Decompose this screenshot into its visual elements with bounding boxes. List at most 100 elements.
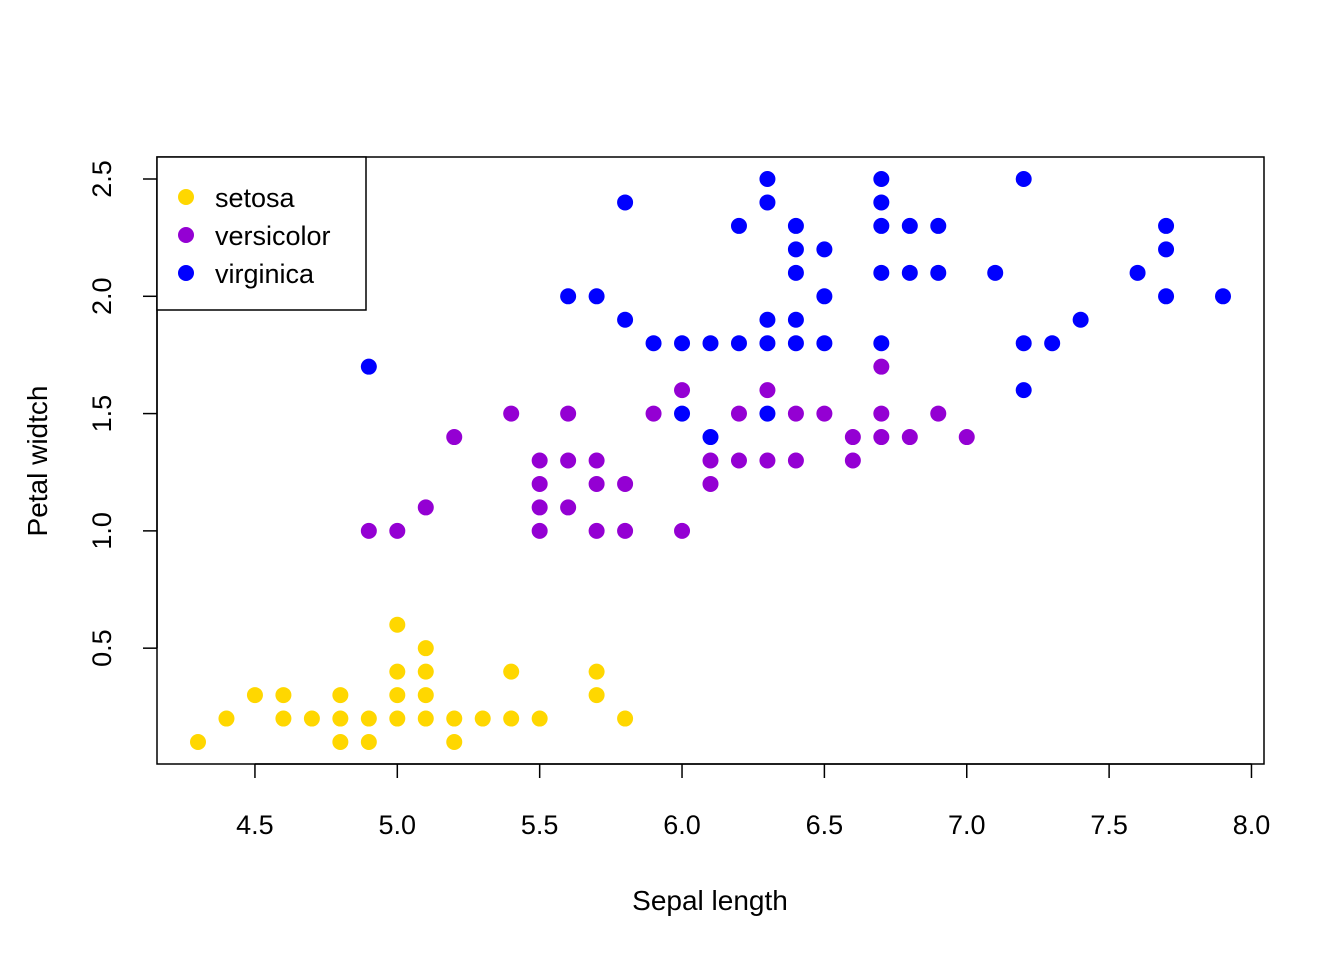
point-versicolor bbox=[588, 522, 605, 539]
point-versicolor bbox=[730, 405, 747, 422]
point-virginica bbox=[816, 241, 833, 258]
point-virginica bbox=[759, 171, 776, 187]
point-virginica bbox=[873, 264, 890, 281]
point-virginica bbox=[360, 358, 377, 375]
point-virginica bbox=[1215, 288, 1231, 305]
point-virginica bbox=[787, 311, 804, 328]
point-versicolor bbox=[873, 405, 890, 422]
point-versicolor bbox=[787, 405, 804, 422]
point-versicolor bbox=[844, 429, 861, 446]
point-setosa bbox=[218, 710, 235, 727]
point-setosa bbox=[332, 710, 349, 727]
x-tick-label: 6.0 bbox=[663, 810, 701, 840]
y-tick-label: 1.0 bbox=[87, 512, 117, 550]
x-tick-label: 8.0 bbox=[1233, 810, 1271, 840]
point-virginica bbox=[759, 311, 776, 328]
point-virginica bbox=[1015, 171, 1032, 187]
point-virginica bbox=[1015, 382, 1032, 399]
point-virginica bbox=[1072, 311, 1089, 328]
point-setosa bbox=[332, 734, 349, 750]
point-setosa bbox=[531, 710, 548, 727]
point-setosa bbox=[417, 710, 434, 727]
y-tick-label: 1.5 bbox=[87, 395, 117, 433]
y-axis-title: Petal widtch bbox=[22, 386, 53, 537]
point-virginica bbox=[873, 194, 890, 211]
y-tick-label: 0.5 bbox=[87, 629, 117, 667]
point-versicolor bbox=[360, 522, 377, 539]
point-setosa bbox=[617, 710, 634, 727]
point-versicolor bbox=[560, 405, 577, 422]
point-virginica bbox=[674, 335, 691, 352]
point-setosa bbox=[389, 616, 406, 633]
point-versicolor bbox=[417, 499, 434, 516]
point-versicolor bbox=[645, 405, 662, 422]
point-setosa bbox=[360, 710, 377, 727]
point-virginica bbox=[617, 311, 634, 328]
point-virginica bbox=[759, 194, 776, 211]
point-versicolor bbox=[702, 475, 719, 492]
point-versicolor bbox=[389, 522, 406, 539]
point-virginica bbox=[873, 335, 890, 352]
point-setosa bbox=[360, 734, 377, 750]
point-virginica bbox=[873, 171, 890, 187]
legend-marker-versicolor bbox=[178, 227, 194, 243]
point-versicolor bbox=[702, 452, 719, 469]
point-virginica bbox=[730, 335, 747, 352]
point-versicolor bbox=[560, 452, 577, 469]
point-virginica bbox=[730, 217, 747, 234]
point-versicolor bbox=[730, 452, 747, 469]
point-virginica bbox=[816, 288, 833, 305]
point-setosa bbox=[503, 663, 520, 680]
point-versicolor bbox=[531, 475, 548, 492]
point-setosa bbox=[389, 663, 406, 680]
point-setosa bbox=[303, 710, 320, 727]
point-virginica bbox=[873, 217, 890, 234]
point-versicolor bbox=[531, 522, 548, 539]
point-versicolor bbox=[617, 522, 634, 539]
point-versicolor bbox=[816, 405, 833, 422]
point-setosa bbox=[417, 663, 434, 680]
point-versicolor bbox=[531, 452, 548, 469]
point-setosa bbox=[246, 687, 263, 704]
x-tick-label: 4.5 bbox=[236, 810, 274, 840]
x-axis-title: Sepal length bbox=[632, 885, 788, 916]
legend-marker-virginica bbox=[178, 265, 194, 281]
point-setosa bbox=[389, 710, 406, 727]
point-virginica bbox=[1158, 217, 1175, 234]
point-virginica bbox=[1015, 335, 1032, 352]
point-versicolor bbox=[531, 499, 548, 516]
point-virginica bbox=[645, 335, 662, 352]
point-versicolor bbox=[958, 429, 975, 446]
point-versicolor bbox=[446, 429, 463, 446]
point-setosa bbox=[332, 687, 349, 704]
point-virginica bbox=[930, 264, 947, 281]
point-versicolor bbox=[873, 358, 890, 375]
point-virginica bbox=[787, 217, 804, 234]
legend-label-setosa: setosa bbox=[215, 183, 296, 213]
point-virginica bbox=[901, 264, 918, 281]
point-versicolor bbox=[759, 382, 776, 399]
point-setosa bbox=[275, 687, 292, 704]
point-virginica bbox=[930, 217, 947, 234]
point-versicolor bbox=[759, 452, 776, 469]
legend: setosa versicolor virginica bbox=[156, 156, 367, 311]
point-versicolor bbox=[674, 382, 691, 399]
point-setosa bbox=[588, 663, 605, 680]
point-setosa bbox=[417, 687, 434, 704]
x-tick-label: 5.5 bbox=[521, 810, 559, 840]
point-setosa bbox=[446, 734, 463, 750]
point-virginica bbox=[1044, 335, 1061, 352]
point-virginica bbox=[588, 288, 605, 305]
y-tick-label: 2.5 bbox=[87, 160, 117, 198]
point-setosa bbox=[588, 687, 605, 704]
data-points bbox=[190, 171, 1231, 750]
y-axis: 0.5 1.0 1.5 2.0 2.5 bbox=[87, 160, 158, 667]
point-versicolor bbox=[873, 429, 890, 446]
point-setosa bbox=[474, 710, 491, 727]
point-setosa bbox=[417, 640, 434, 657]
point-versicolor bbox=[787, 452, 804, 469]
point-virginica bbox=[759, 405, 776, 422]
point-virginica bbox=[702, 335, 719, 352]
point-setosa bbox=[503, 710, 520, 727]
